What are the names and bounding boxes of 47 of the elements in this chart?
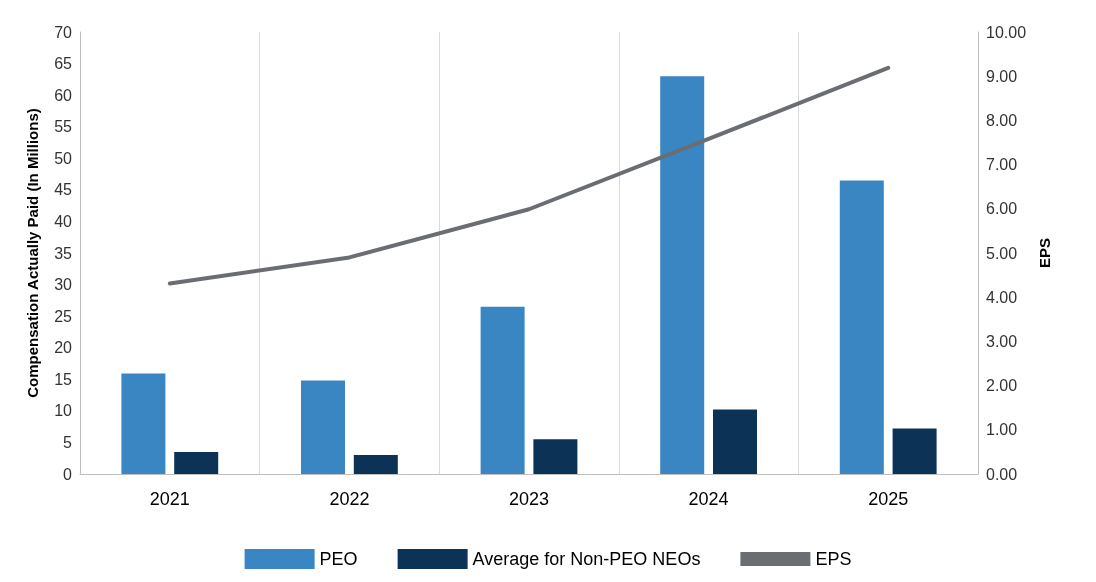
x-tick-label: 2022 xyxy=(329,489,370,509)
y2-axis-title: EPS xyxy=(1035,237,1053,269)
y-tick-label: 50 xyxy=(54,149,73,167)
bar xyxy=(713,409,757,474)
y-tick-label: 70 xyxy=(54,23,73,41)
y-tick-label: 45 xyxy=(54,181,73,199)
x-tick-label: 2023 xyxy=(508,489,550,509)
bar xyxy=(839,180,884,474)
x-tick-label: 2021 xyxy=(149,489,190,509)
y2-tick-label: 2.00 xyxy=(986,377,1018,395)
legend-label: Average for Non-PEO NEOs xyxy=(472,549,701,569)
bar xyxy=(301,380,345,474)
y2-tick-label: 4.00 xyxy=(986,288,1018,306)
bar xyxy=(660,76,705,474)
y-tick-label: 35 xyxy=(54,244,73,262)
y-tick-label: 30 xyxy=(54,276,73,294)
y-tick-label: 5 xyxy=(63,433,73,451)
y2-tick-label: 6.00 xyxy=(986,200,1018,218)
bar xyxy=(892,428,937,474)
bar xyxy=(353,455,398,474)
y-tick-label: 65 xyxy=(54,55,73,73)
legend-label: EPS xyxy=(815,549,852,569)
y-tick-label: 60 xyxy=(54,86,73,104)
bar xyxy=(533,439,578,474)
y-tick-label: 10 xyxy=(54,402,73,420)
y-tick-label: 40 xyxy=(54,212,73,230)
bar xyxy=(480,306,525,474)
y2-tick-label: 7.00 xyxy=(986,156,1018,174)
y-tick-label: 25 xyxy=(54,307,73,325)
y2-tick-label: 9.00 xyxy=(986,67,1018,85)
y-tick-label: 0 xyxy=(63,465,73,483)
y2-tick-label: 3.00 xyxy=(986,332,1018,350)
bar xyxy=(121,373,166,474)
y-axis-title: Compensation Actually Paid (In Millions) xyxy=(24,108,41,398)
y2-tick-label: 10.00 xyxy=(986,23,1027,41)
y2-tick-label: 0.00 xyxy=(986,465,1018,483)
y-tick-label: 55 xyxy=(54,118,73,136)
line-series xyxy=(167,65,891,286)
y2-tick-label: 8.00 xyxy=(986,111,1018,129)
x-tick-label: 2025 xyxy=(868,489,909,509)
y-tick-label: 20 xyxy=(54,339,73,357)
y-tick-label: 15 xyxy=(54,370,73,388)
legend-label: PEO xyxy=(319,549,358,569)
y2-tick-label: 1.00 xyxy=(986,421,1018,439)
x-tick-label: 2024 xyxy=(688,489,729,509)
y2-tick-label: 5.00 xyxy=(986,244,1018,262)
bar xyxy=(174,451,219,474)
